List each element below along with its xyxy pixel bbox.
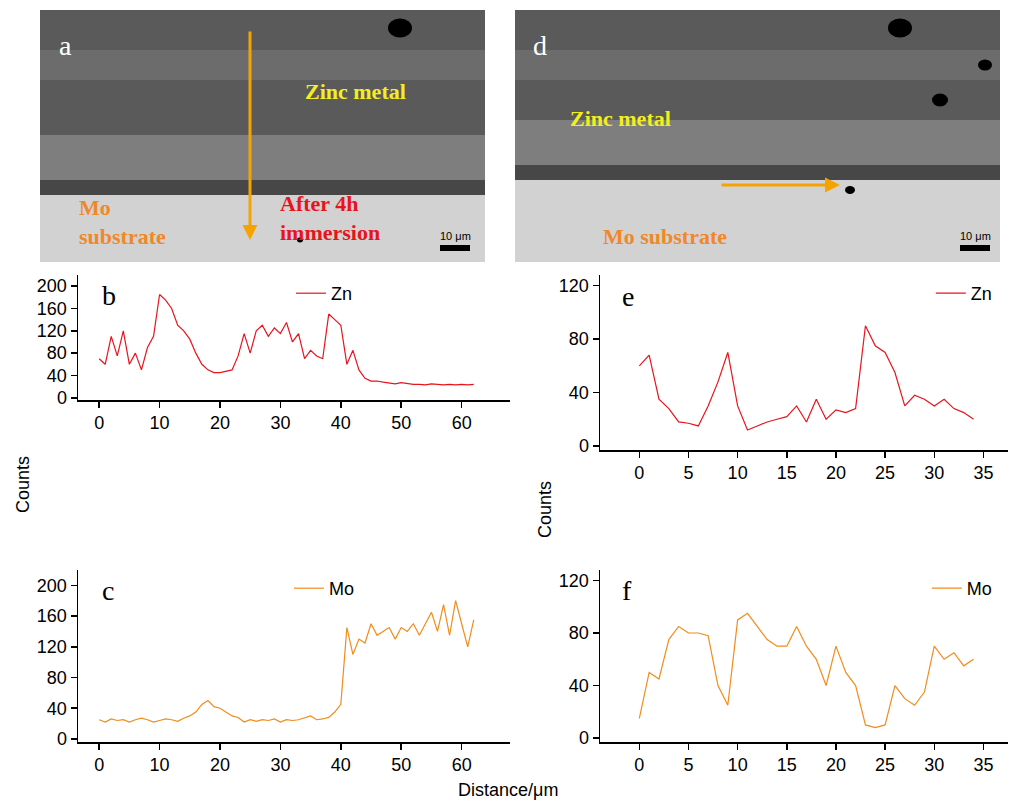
svg-text:Zn: Zn [331,284,352,304]
svg-text:10: 10 [150,755,170,775]
svg-text:20: 20 [210,413,230,433]
svg-text:120: 120 [559,571,589,591]
svg-text:f: f [622,575,632,606]
svg-text:c: c [102,575,114,606]
svg-text:40: 40 [331,413,351,433]
svg-text:30: 30 [270,413,290,433]
svg-text:0: 0 [57,388,67,408]
svg-text:e: e [622,281,634,312]
svg-text:10 μm: 10 μm [960,230,991,242]
svg-text:0: 0 [579,436,589,456]
svg-text:b: b [102,280,116,311]
svg-text:30: 30 [924,755,944,775]
svg-text:80: 80 [47,668,67,688]
svg-text:40: 40 [47,699,67,719]
svg-text:Counts: Counts [535,481,555,538]
svg-text:Zinc metal: Zinc metal [305,79,406,104]
svg-text:30: 30 [924,463,944,483]
svg-text:35: 35 [973,463,993,483]
svg-text:200: 200 [37,276,67,296]
svg-text:Mo substrate: Mo substrate [603,224,727,249]
svg-text:10: 10 [728,755,748,775]
svg-text:10 μm: 10 μm [440,230,471,242]
svg-text:0: 0 [634,755,644,775]
svg-text:10: 10 [150,413,170,433]
svg-text:Zn: Zn [971,284,992,304]
svg-text:160: 160 [37,606,67,626]
svg-text:20: 20 [210,755,230,775]
svg-text:200: 200 [37,576,67,596]
svg-text:35: 35 [973,755,993,775]
svg-text:120: 120 [37,321,67,341]
svg-text:Mo: Mo [967,579,992,599]
svg-text:0: 0 [94,413,104,433]
svg-text:50: 50 [391,413,411,433]
svg-text:40: 40 [331,755,351,775]
svg-text:40: 40 [569,383,589,403]
svg-text:30: 30 [270,755,290,775]
svg-text:120: 120 [37,637,67,657]
svg-text:After 4himmersion: After 4himmersion [280,191,380,245]
svg-text:0: 0 [634,463,644,483]
svg-text:40: 40 [47,366,67,386]
svg-text:0: 0 [94,755,104,775]
svg-text:Mosubstrate: Mosubstrate [79,195,166,249]
svg-text:40: 40 [569,676,589,696]
svg-text:20: 20 [826,755,846,775]
svg-text:Zinc metal: Zinc metal [570,106,671,131]
svg-text:5: 5 [683,463,693,483]
svg-text:0: 0 [579,728,589,748]
svg-text:25: 25 [875,463,895,483]
svg-text:25: 25 [875,755,895,775]
svg-text:10: 10 [728,463,748,483]
svg-text:80: 80 [47,343,67,363]
svg-text:80: 80 [569,623,589,643]
svg-text:50: 50 [391,755,411,775]
svg-text:15: 15 [777,755,797,775]
svg-text:160: 160 [37,299,67,319]
svg-text:60: 60 [452,413,472,433]
svg-text:120: 120 [559,276,589,296]
svg-text:0: 0 [57,729,67,749]
svg-text:a: a [59,30,72,61]
svg-text:Distance/μm: Distance/μm [458,780,558,800]
svg-text:80: 80 [569,329,589,349]
svg-text:Mo: Mo [329,579,354,599]
svg-text:Counts: Counts [13,456,33,513]
svg-text:20: 20 [826,463,846,483]
svg-text:15: 15 [777,463,797,483]
svg-text:5: 5 [683,755,693,775]
svg-text:d: d [533,30,547,61]
svg-text:60: 60 [452,755,472,775]
